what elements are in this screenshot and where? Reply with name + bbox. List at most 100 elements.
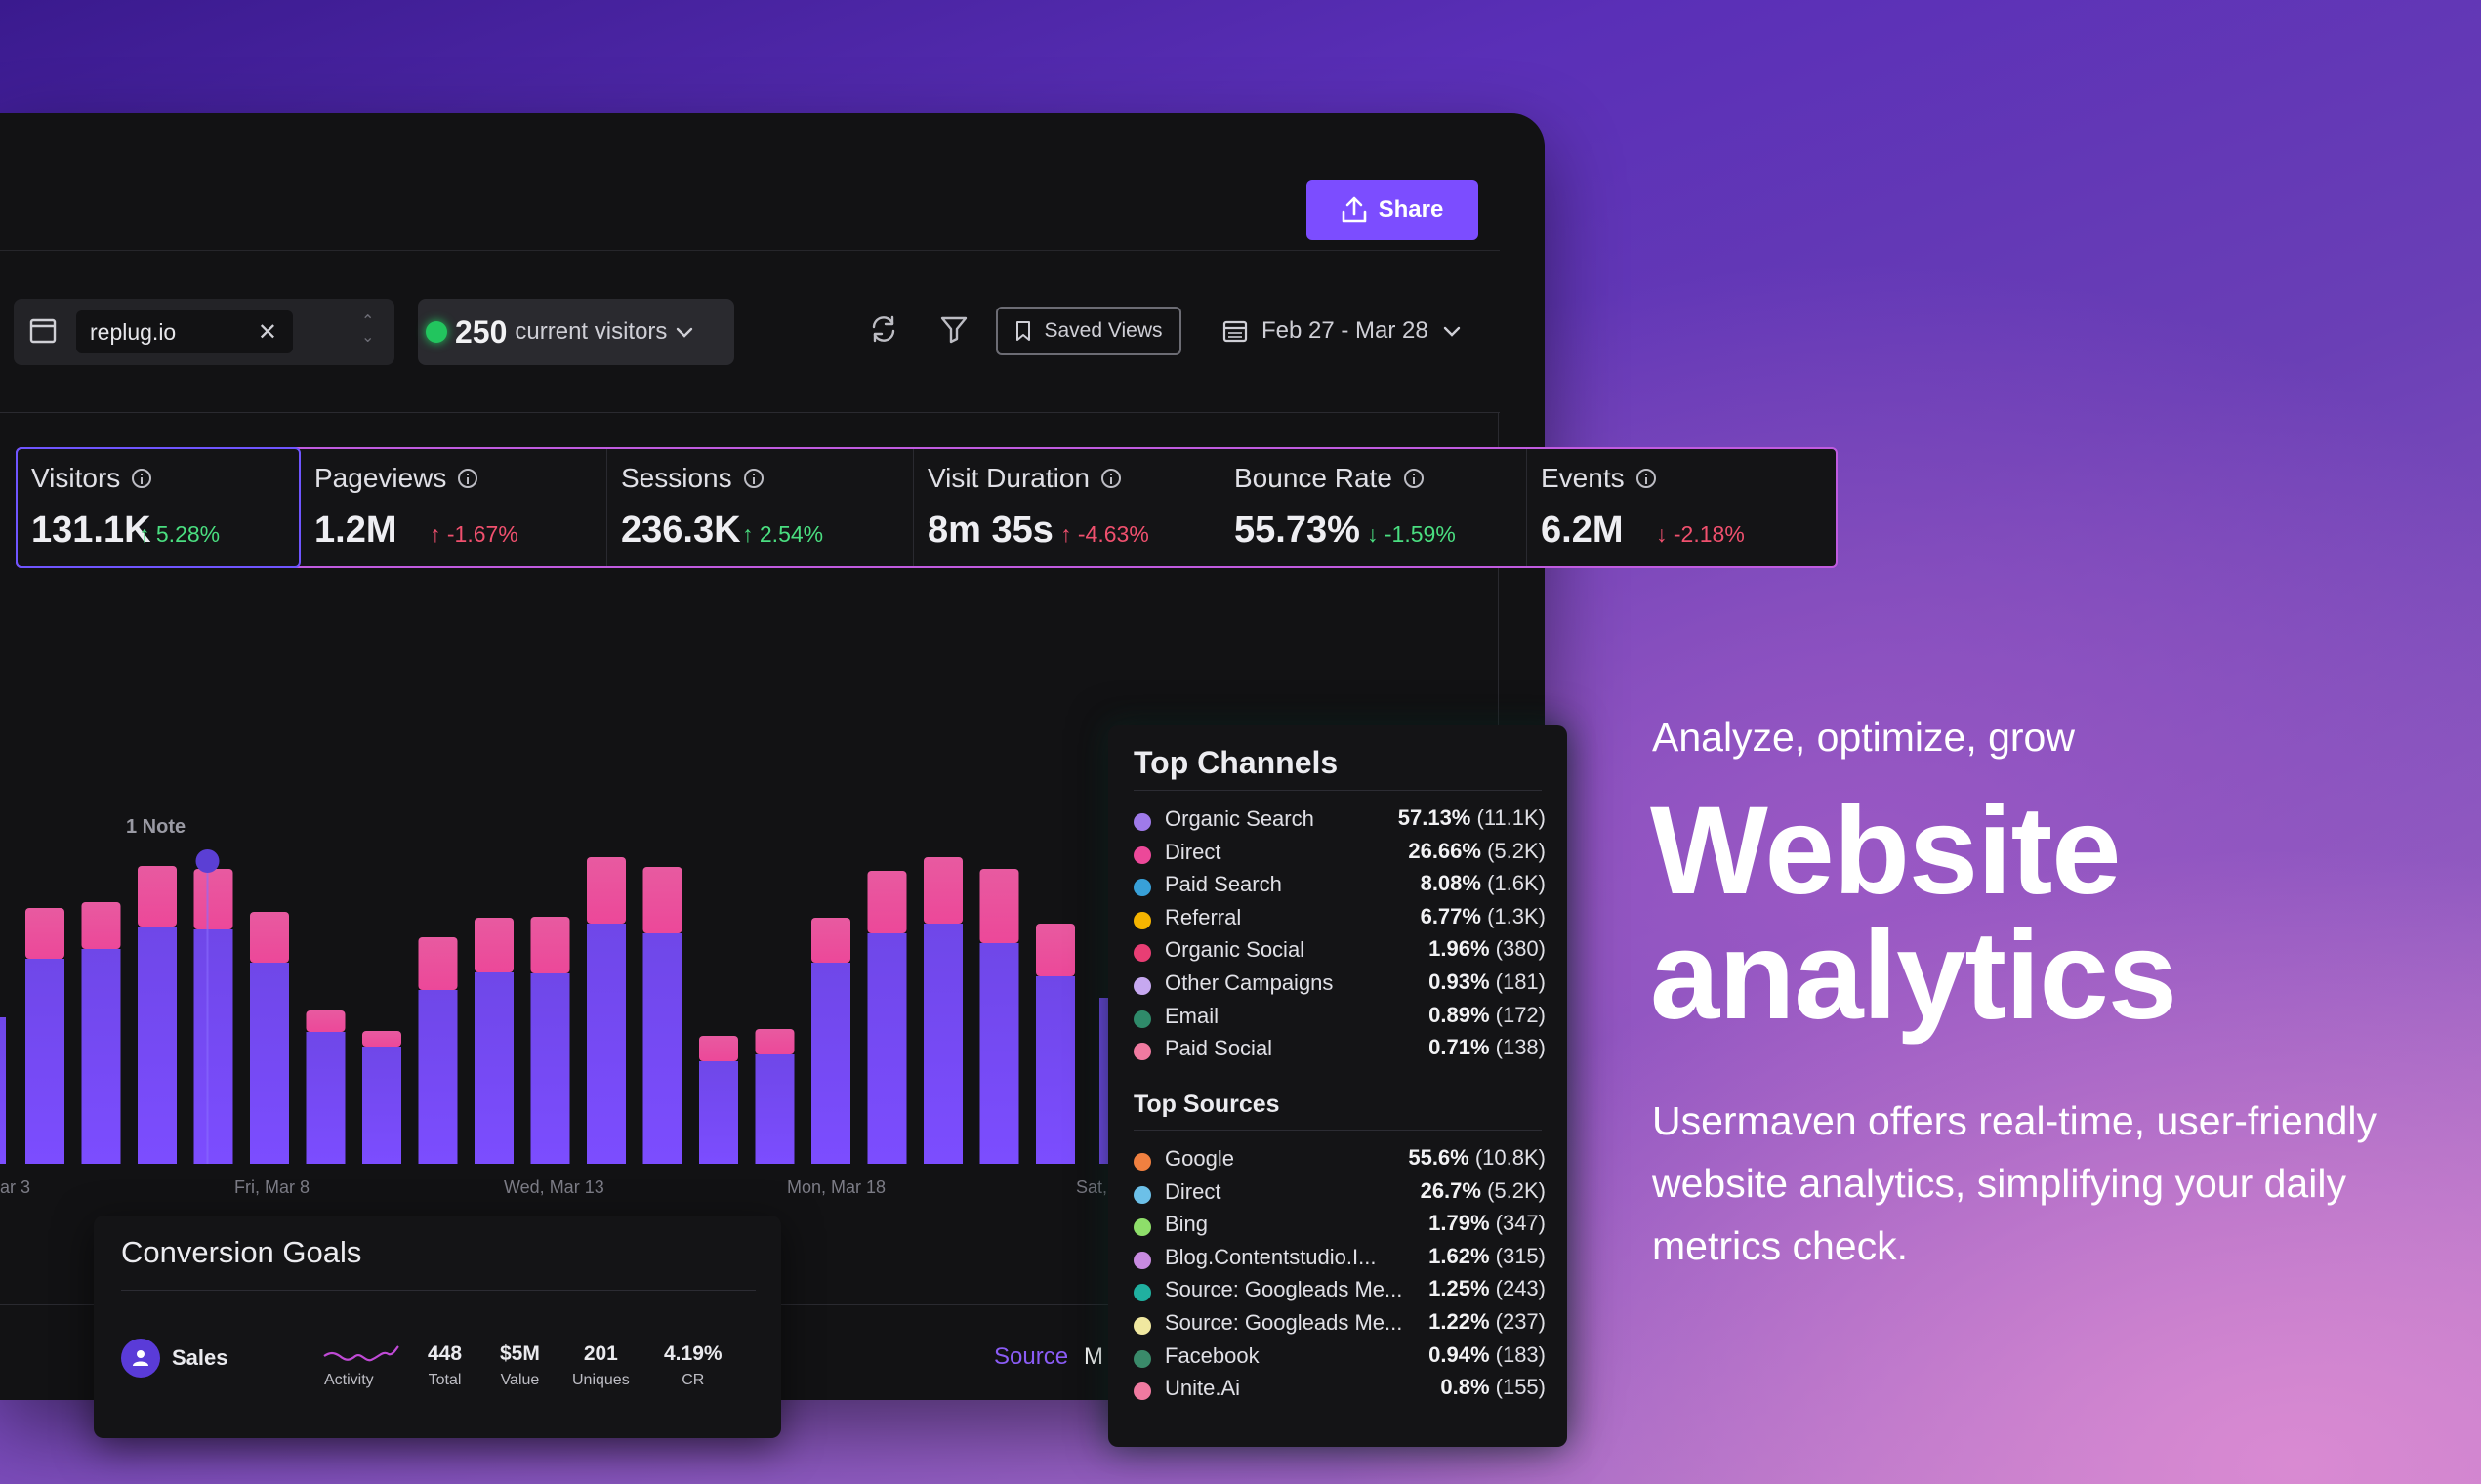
date-range-picker[interactable]: Feb 27 - Mar 28 bbox=[1222, 307, 1462, 355]
chart-bar[interactable] bbox=[193, 869, 233, 1164]
info-icon[interactable] bbox=[1101, 469, 1122, 488]
chart-bar[interactable] bbox=[81, 902, 121, 1164]
remove-site-icon[interactable]: ✕ bbox=[257, 319, 277, 346]
source-name: Source: Googleads Me... bbox=[1165, 1310, 1403, 1335]
source-row[interactable]: Blog.Contentstudio.I... 1.62% (315) bbox=[1134, 1244, 1546, 1275]
channel-row[interactable]: Paid Social 0.71% (138) bbox=[1134, 1035, 1546, 1066]
source-row[interactable]: Source: Googleads Me... 1.22% (237) bbox=[1134, 1309, 1546, 1340]
chart-bar[interactable] bbox=[362, 1031, 401, 1164]
site-selector[interactable]: replug.io ✕ ⌃ ⌄ bbox=[14, 299, 394, 365]
source-value: 55.6% (10.8K) bbox=[1408, 1145, 1546, 1171]
date-range-label: Feb 27 - Mar 28 bbox=[1261, 317, 1428, 344]
source-row[interactable]: Source: Googleads Me... 1.25% (243) bbox=[1134, 1276, 1546, 1307]
channel-percent: 57.13% bbox=[1397, 805, 1471, 830]
tab-source[interactable]: Source bbox=[994, 1343, 1069, 1370]
source-name: Source: Googleads Me... bbox=[1165, 1277, 1403, 1302]
saved-views-button[interactable]: Saved Views bbox=[996, 307, 1181, 355]
channel-value: 0.89% (172) bbox=[1428, 1003, 1546, 1028]
metric-pageviews[interactable]: Pageviews 1.2M ↑ -1.67% bbox=[301, 449, 607, 566]
source-name: Blog.Contentstudio.I... bbox=[1165, 1244, 1377, 1269]
channel-row[interactable]: Referral 6.77% (1.3K) bbox=[1134, 904, 1546, 935]
source-row[interactable]: Google 55.6% (10.8K) bbox=[1134, 1145, 1546, 1176]
chart-bar[interactable] bbox=[25, 908, 64, 1164]
metric-bounce-rate[interactable]: Bounce Rate 55.73% ↓ -1.59% bbox=[1220, 449, 1527, 566]
source-name: Facebook bbox=[1165, 1342, 1260, 1368]
chart-bar[interactable] bbox=[755, 1029, 795, 1164]
chart-bar[interactable] bbox=[530, 917, 570, 1164]
channel-value: 0.93% (181) bbox=[1428, 969, 1546, 995]
bar-pageviews-segment bbox=[867, 871, 907, 933]
chart-bar[interactable] bbox=[642, 867, 682, 1164]
legend-dot-icon bbox=[1134, 977, 1151, 995]
channel-row[interactable]: Paid Search 8.08% (1.6K) bbox=[1134, 871, 1546, 902]
share-label: Share bbox=[1378, 196, 1444, 223]
chart-bar[interactable] bbox=[475, 918, 514, 1164]
x-tick-label: Sat, bbox=[1076, 1177, 1108, 1197]
info-icon[interactable] bbox=[1403, 469, 1424, 488]
source-row[interactable]: Unite.Ai 0.8% (155) bbox=[1134, 1375, 1546, 1406]
refresh-icon[interactable] bbox=[869, 314, 898, 344]
metric-change: ↑ 5.28% bbox=[139, 521, 220, 548]
conversion-goals-card: Conversion Goals Sales Activity 448 Tota… bbox=[94, 1216, 781, 1438]
bar-partial bbox=[0, 1017, 6, 1164]
legend-dot-icon bbox=[1134, 1317, 1151, 1335]
legend-dot-icon bbox=[1134, 1284, 1151, 1302]
goal-name[interactable]: Sales bbox=[172, 1345, 228, 1370]
visitors-bar-chart bbox=[0, 849, 1113, 1164]
browser-window-icon bbox=[29, 318, 57, 344]
metric-label-text: Visitors bbox=[31, 463, 121, 493]
site-name: replug.io bbox=[90, 318, 177, 345]
bar-pageviews-segment bbox=[362, 1031, 401, 1047]
bar-pageviews-segment bbox=[81, 902, 121, 949]
tab-partial[interactable]: M bbox=[1084, 1343, 1103, 1370]
metric-label-text: Events bbox=[1541, 463, 1625, 493]
metric-events[interactable]: Events 6.2M ↓ -2.18% bbox=[1527, 449, 1834, 566]
chevron-updown-icon[interactable]: ⌃ ⌄ bbox=[361, 313, 375, 346]
chart-bar[interactable] bbox=[418, 937, 458, 1164]
bar-visitors-segment bbox=[362, 1047, 401, 1164]
metric-visit-duration[interactable]: Visit Duration 8m 35s ↑ -4.63% bbox=[914, 449, 1220, 566]
legend-dot-icon bbox=[1134, 1010, 1151, 1028]
metric-sessions[interactable]: Sessions 236.3K ↑ 2.54% bbox=[607, 449, 914, 566]
current-visitors-button[interactable]: 250 current visitors bbox=[418, 299, 734, 365]
channel-row[interactable]: Email 0.89% (172) bbox=[1134, 1003, 1546, 1034]
chart-bar[interactable] bbox=[1036, 924, 1075, 1164]
chart-bar[interactable] bbox=[306, 1010, 346, 1164]
chart-bar[interactable] bbox=[924, 857, 963, 1164]
metric-value: 236.3K bbox=[621, 510, 741, 551]
goal-stat-label: Uniques bbox=[572, 1372, 630, 1388]
bar-visitors-segment bbox=[755, 1054, 795, 1164]
info-icon[interactable] bbox=[132, 469, 152, 488]
source-percent: 1.25% bbox=[1428, 1276, 1490, 1301]
info-icon[interactable] bbox=[743, 469, 764, 488]
info-icon[interactable] bbox=[1635, 469, 1656, 488]
note-marker-icon[interactable] bbox=[195, 849, 220, 873]
channel-row[interactable]: Other Campaigns 0.93% (181) bbox=[1134, 969, 1546, 1001]
channel-row[interactable]: Organic Search 57.13% (11.1K) bbox=[1134, 805, 1546, 837]
channel-row[interactable]: Organic Social 1.96% (380) bbox=[1134, 936, 1546, 968]
metric-change-value: 5.28% bbox=[155, 521, 221, 547]
info-icon[interactable] bbox=[458, 469, 478, 488]
metric-visitors[interactable]: Visitors 131.1K ↑ 5.28% bbox=[16, 447, 301, 568]
chart-bar[interactable] bbox=[867, 871, 907, 1164]
channel-row[interactable]: Direct 26.66% (5.2K) bbox=[1134, 839, 1546, 870]
filter-icon[interactable] bbox=[939, 314, 969, 344]
chart-bar[interactable] bbox=[979, 869, 1019, 1164]
metric-change: ↓ -2.18% bbox=[1656, 521, 1745, 548]
chart-bar[interactable] bbox=[250, 912, 289, 1164]
chart-bar[interactable] bbox=[138, 866, 177, 1164]
bar-pageviews-segment bbox=[979, 869, 1019, 943]
goal-stat-label: Value bbox=[500, 1372, 540, 1388]
metric-label-text: Pageviews bbox=[314, 463, 447, 493]
source-row[interactable]: Direct 26.7% (5.2K) bbox=[1134, 1178, 1546, 1210]
chart-bar[interactable] bbox=[811, 918, 850, 1164]
activity-sparkline bbox=[323, 1345, 399, 1362]
chart-bar[interactable] bbox=[699, 1036, 738, 1164]
source-row[interactable]: Facebook 0.94% (183) bbox=[1134, 1342, 1546, 1374]
bar-pageviews-segment bbox=[1036, 924, 1075, 976]
chart-bar[interactable] bbox=[587, 857, 626, 1164]
share-button[interactable]: Share bbox=[1306, 180, 1478, 240]
channel-value: 26.66% (5.2K) bbox=[1408, 839, 1546, 864]
bar-visitors-segment bbox=[1036, 976, 1075, 1164]
source-row[interactable]: Bing 1.79% (347) bbox=[1134, 1211, 1546, 1242]
